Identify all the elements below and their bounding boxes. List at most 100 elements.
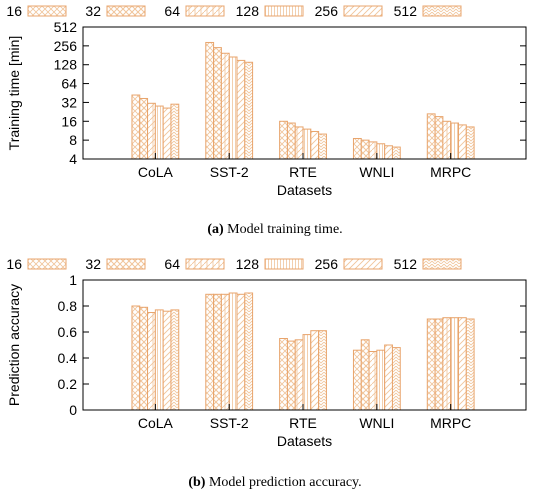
x-axis-ticks: CoLA SST-2 RTE WNLI MRPC	[138, 153, 471, 180]
y-tick-label: 0.6	[58, 324, 78, 340]
legend-swatch-32	[106, 5, 146, 17]
bar-sst-2-512	[244, 61, 254, 160]
bar-mrpc-128	[450, 122, 459, 160]
legend-swatch-512	[422, 5, 462, 17]
bar-wnli-64	[368, 351, 378, 411]
bar-mrpc-16	[426, 318, 436, 411]
bar-cola-32	[139, 97, 149, 160]
bar-rte-16	[279, 338, 288, 411]
bar-wnli-16	[352, 137, 362, 160]
y-tick-label: 0	[69, 402, 77, 418]
caption-label: (a)	[207, 222, 224, 237]
bar-sst-2-32	[213, 293, 222, 411]
legend-label-256: 256	[315, 3, 339, 19]
legend-label-128: 128	[236, 3, 260, 19]
bar-mrpc-128	[450, 317, 459, 411]
bar-wnli-16	[352, 349, 362, 411]
legend-swatch-64	[185, 5, 225, 17]
x-tick-label-sst-2: SST-2	[210, 415, 249, 431]
legend-label-16: 16	[6, 3, 22, 19]
bar-mrpc-64	[442, 120, 452, 160]
y-axis-label: Prediction accuracy	[6, 284, 22, 406]
bar-sst-2-16	[205, 41, 215, 160]
legend-swatch-16	[27, 5, 67, 17]
bar-mrpc-32	[434, 318, 444, 411]
plot-frame	[82, 279, 527, 411]
x-axis-label: Datasets	[277, 433, 332, 449]
legend-label-32: 32	[85, 3, 101, 19]
x-tick-label-mrpc: MRPC	[430, 164, 471, 180]
bar-wnli-512	[391, 347, 401, 411]
x-tick-label-rte: RTE	[289, 415, 317, 431]
y-tick-label: 4	[69, 151, 77, 167]
bar-cola-256	[162, 107, 172, 160]
bar-rte-16	[279, 120, 288, 160]
legend-label-64: 64	[164, 3, 180, 19]
caption-text: Model training time.	[227, 222, 342, 237]
training-time-chart: 16 32 64 128 256 512 4 8 16 32 64 128 256 512 CoLA SS…	[6, 3, 527, 237]
bar-cola-32	[139, 306, 149, 411]
x-tick-label-sst-2: SST-2	[210, 164, 249, 180]
x-axis-ticks: CoLA SST-2 RTE WNLI MRPC	[138, 404, 471, 431]
prediction-accuracy-chart: 16 32 64 128 256 512 0 0.2 0.4 0.6 0.8 1 CoLA SST-2…	[6, 256, 527, 490]
legend-label-32: 32	[85, 256, 101, 272]
legend-label-128: 128	[236, 256, 260, 272]
bar-mrpc-512	[465, 318, 475, 411]
bar-cola-128	[154, 309, 164, 411]
bar-sst-2-128	[228, 56, 238, 160]
bar-wnli-256	[384, 145, 393, 160]
plot-frame	[82, 26, 527, 160]
y-tick-label: 0.2	[58, 376, 78, 392]
legend-swatch-512	[422, 258, 462, 270]
bar-sst-2-32	[213, 47, 222, 160]
bar-sst-2-512	[244, 292, 254, 411]
bar-wnli-64	[368, 141, 378, 160]
bar-rte-32	[286, 122, 296, 160]
y-tick-label: 8	[69, 132, 77, 148]
bar-mrpc-256	[457, 317, 467, 411]
bar-wnli-128	[376, 349, 386, 411]
y-tick-label: 0.8	[58, 298, 78, 314]
bar-mrpc-256	[457, 124, 467, 160]
bar-sst-2-64	[220, 52, 230, 160]
legend-swatch-32	[106, 258, 146, 270]
x-tick-label-wnli: WNLI	[359, 415, 394, 431]
legend-label-256: 256	[315, 256, 339, 272]
x-tick-label-cola: CoLA	[138, 164, 174, 180]
y-tick-label: 512	[54, 19, 78, 35]
bar-cola-128	[154, 105, 164, 160]
y-tick-label: 32	[61, 94, 77, 110]
x-tick-label-cola: CoLA	[138, 415, 174, 431]
bar-mrpc-16	[426, 113, 436, 160]
legend-swatch-64	[185, 258, 225, 270]
legend-swatch-128	[264, 258, 304, 270]
y-axis-label: Training time [min]	[6, 36, 22, 151]
x-tick-label-wnli: WNLI	[359, 164, 394, 180]
y-tick-label: 0.4	[58, 350, 78, 366]
caption: (b) Model prediction accuracy.	[188, 475, 361, 490]
bar-cola-64	[147, 102, 156, 160]
bar-rte-64	[294, 126, 304, 160]
bar-cola-512	[170, 309, 180, 411]
legend-label-512: 512	[394, 3, 418, 19]
caption-label: (b)	[188, 475, 205, 490]
bar-mrpc-64	[442, 317, 452, 411]
legend: 16 32 64 128 256 512	[6, 256, 462, 272]
bar-wnli-256	[384, 344, 393, 411]
bar-cola-16	[131, 305, 141, 411]
bar-sst-2-256	[236, 293, 246, 411]
bar-wnli-128	[376, 143, 386, 160]
y-tick-label: 256	[54, 38, 78, 54]
bar-rte-128	[302, 128, 312, 160]
bar-rte-256	[310, 130, 320, 160]
y-tick-label: 16	[61, 113, 77, 129]
bar-rte-256	[310, 330, 320, 411]
x-axis-label: Datasets	[277, 182, 332, 198]
bar-wnli-32	[360, 139, 370, 160]
bars	[131, 292, 475, 411]
bar-cola-512	[170, 103, 180, 160]
bar-cola-64	[147, 312, 156, 411]
x-tick-label-mrpc: MRPC	[430, 415, 471, 431]
bar-sst-2-128	[228, 292, 238, 411]
